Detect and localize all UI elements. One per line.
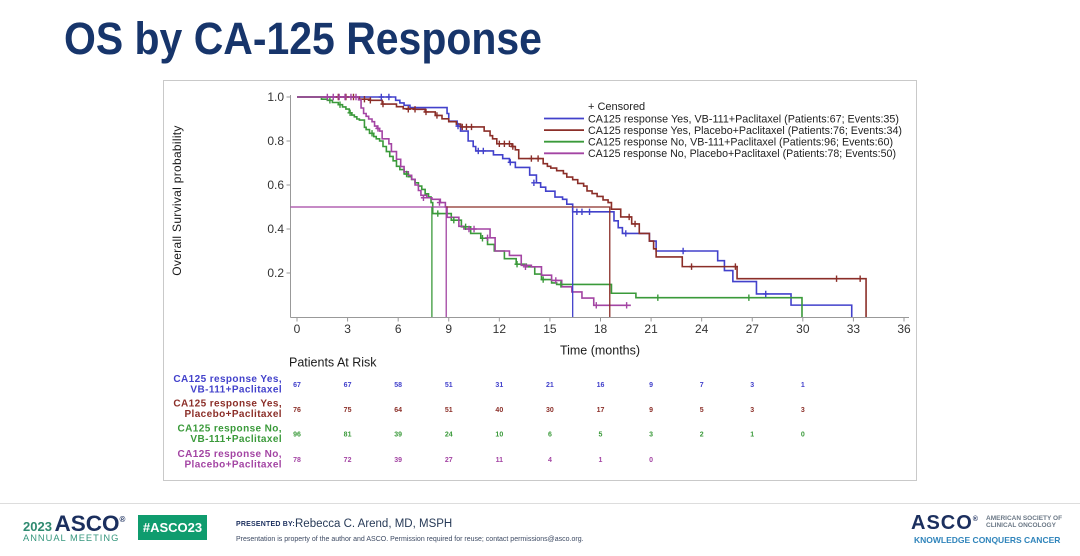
svg-text:36: 36	[897, 322, 911, 336]
svg-text:2: 2	[700, 431, 704, 438]
svg-text:Placebo+Paclitaxel: Placebo+Paclitaxel	[184, 409, 282, 420]
svg-text:3: 3	[750, 407, 754, 414]
svg-text:18: 18	[594, 322, 608, 336]
svg-text:11: 11	[496, 457, 504, 464]
svg-text:CA125 response Yes,: CA125 response Yes,	[173, 374, 282, 385]
svg-text:+ Censored: + Censored	[588, 101, 645, 113]
svg-text:12: 12	[493, 322, 507, 336]
svg-text:27: 27	[746, 322, 760, 336]
svg-text:72: 72	[344, 457, 352, 464]
svg-text:3: 3	[344, 322, 351, 336]
svg-text:0: 0	[649, 457, 653, 464]
svg-text:7: 7	[700, 382, 704, 389]
svg-text:31: 31	[495, 382, 503, 389]
svg-text:4: 4	[548, 457, 552, 464]
svg-text:1: 1	[750, 431, 754, 438]
svg-text:0: 0	[294, 322, 301, 336]
svg-text:58: 58	[394, 382, 402, 389]
svg-text:67: 67	[344, 382, 352, 389]
svg-text:24: 24	[695, 322, 709, 336]
svg-text:75: 75	[344, 407, 352, 414]
svg-text:81: 81	[344, 431, 352, 438]
svg-text:VB-111+Paclitaxel: VB-111+Paclitaxel	[190, 385, 282, 396]
svg-text:30: 30	[546, 407, 554, 414]
svg-text:0.2: 0.2	[267, 266, 284, 280]
svg-text:CA125 response No, VB-111+Pacl: CA125 response No, VB-111+Paclitaxel (Pa…	[588, 137, 893, 149]
svg-text:96: 96	[293, 431, 301, 438]
svg-text:3: 3	[649, 431, 653, 438]
svg-text:21: 21	[546, 382, 554, 389]
svg-text:27: 27	[445, 457, 453, 464]
svg-text:64: 64	[394, 407, 402, 414]
svg-text:33: 33	[847, 322, 861, 336]
svg-text:0.8: 0.8	[267, 134, 284, 148]
svg-text:15: 15	[543, 322, 557, 336]
svg-text:10: 10	[495, 431, 503, 438]
svg-text:5: 5	[700, 407, 704, 414]
svg-text:67: 67	[293, 382, 301, 389]
svg-text:CA125 response Yes,: CA125 response Yes,	[173, 399, 282, 410]
svg-text:9: 9	[649, 407, 653, 414]
svg-text:5: 5	[599, 431, 603, 438]
svg-text:3: 3	[750, 382, 754, 389]
svg-text:0.6: 0.6	[267, 178, 284, 192]
svg-text:1: 1	[801, 382, 805, 389]
svg-text:CA125 response Yes, VB-111+Pac: CA125 response Yes, VB-111+Paclitaxel (P…	[588, 113, 899, 125]
svg-text:21: 21	[644, 322, 658, 336]
svg-text:17: 17	[597, 407, 605, 414]
svg-text:30: 30	[796, 322, 810, 336]
svg-text:0.4: 0.4	[267, 222, 284, 236]
svg-text:3: 3	[801, 407, 805, 414]
svg-text:Patients At Risk: Patients At Risk	[289, 356, 377, 370]
svg-text:39: 39	[394, 431, 402, 438]
svg-text:Time (months): Time (months)	[560, 344, 640, 358]
svg-text:39: 39	[394, 457, 402, 464]
svg-text:40: 40	[495, 407, 503, 414]
svg-text:1: 1	[599, 457, 603, 464]
svg-text:76: 76	[293, 407, 301, 414]
svg-text:CA125 response No, Placebo+Pac: CA125 response No, Placebo+Paclitaxel (P…	[588, 148, 896, 160]
svg-text:Placebo+Paclitaxel: Placebo+Paclitaxel	[184, 459, 282, 470]
svg-text:Overall Survival probability: Overall Survival probability	[170, 125, 184, 275]
svg-text:CA125 response No,: CA125 response No,	[178, 449, 282, 460]
svg-text:6: 6	[395, 322, 402, 336]
svg-text:51: 51	[445, 382, 453, 389]
svg-text:1.0: 1.0	[267, 90, 284, 104]
svg-text:78: 78	[293, 457, 301, 464]
svg-text:CA125 response No,: CA125 response No,	[178, 423, 282, 434]
svg-text:CA125 response Yes, Placebo+Pa: CA125 response Yes, Placebo+Paclitaxel (…	[588, 125, 902, 137]
svg-text:0: 0	[801, 431, 805, 438]
svg-text:6: 6	[548, 431, 552, 438]
svg-text:51: 51	[445, 407, 453, 414]
svg-text:9: 9	[445, 322, 452, 336]
svg-text:9: 9	[649, 382, 653, 389]
svg-text:VB-111+Paclitaxel: VB-111+Paclitaxel	[190, 434, 282, 445]
svg-text:24: 24	[445, 431, 453, 438]
svg-text:16: 16	[597, 382, 605, 389]
